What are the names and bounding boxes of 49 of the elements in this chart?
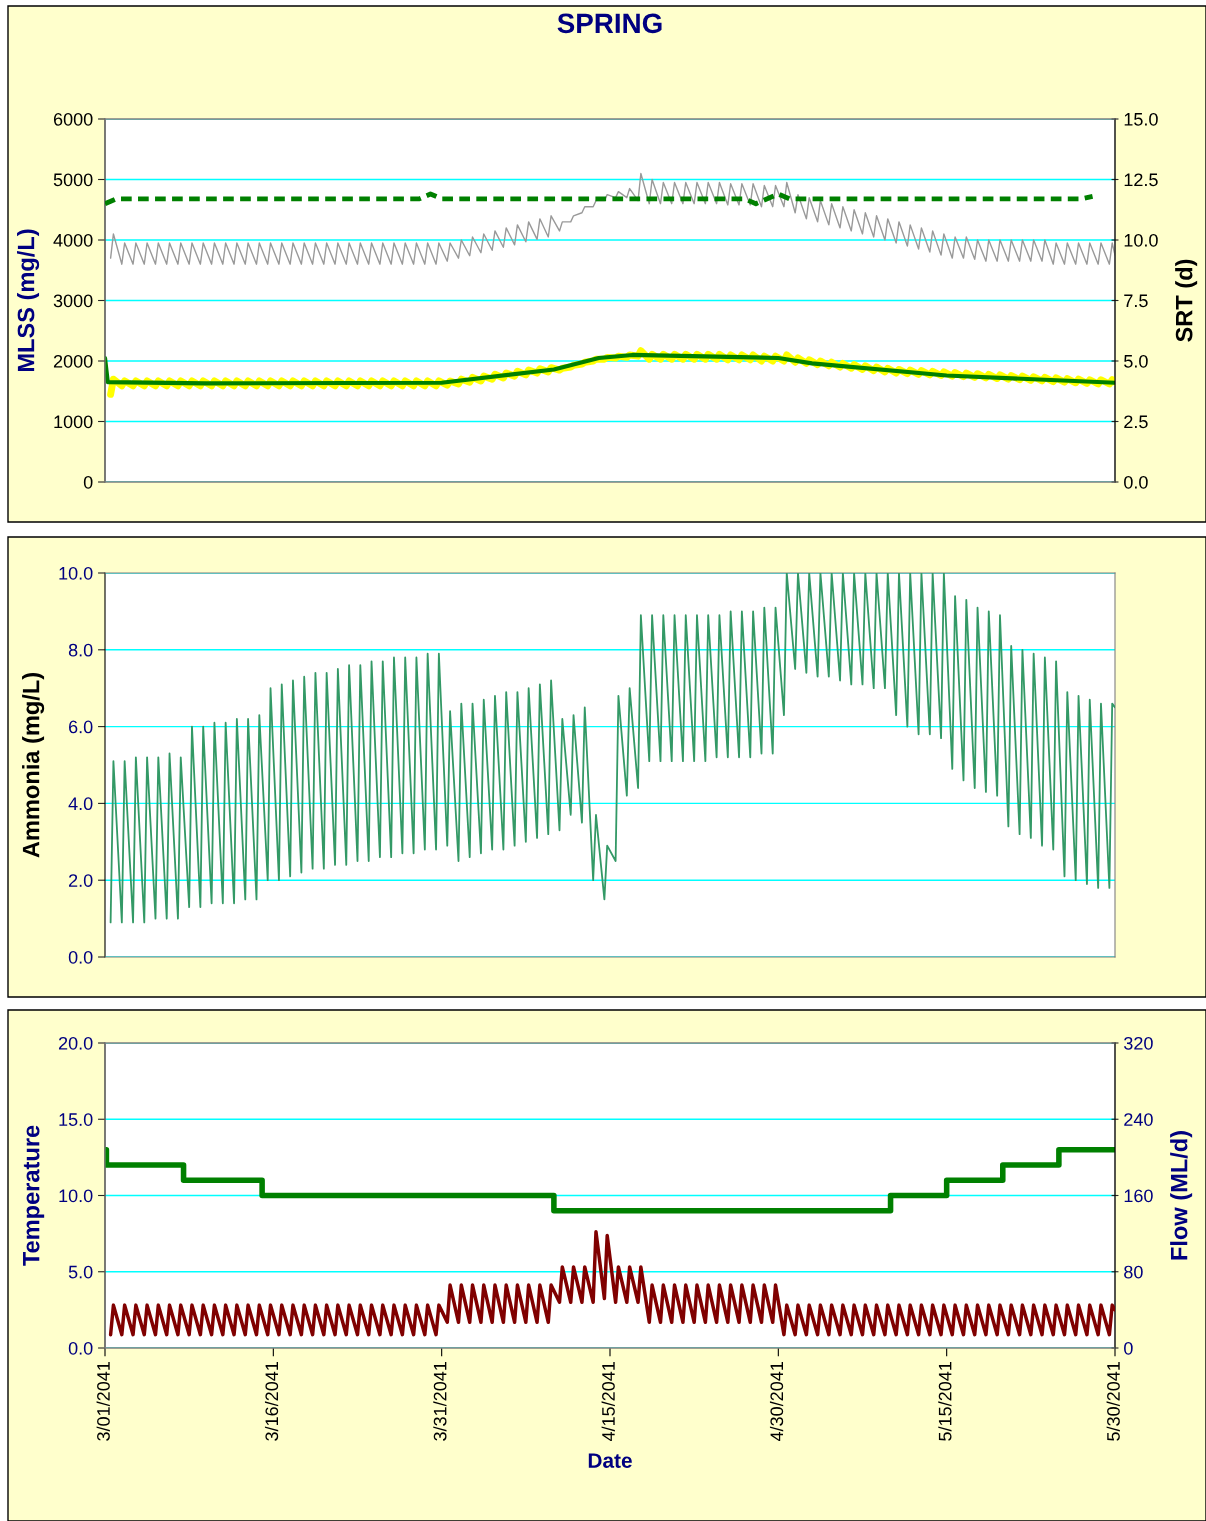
line-series <box>105 352 1115 386</box>
line-series <box>109 573 1115 924</box>
y-tick-label: 0.0 <box>68 1341 93 1355</box>
y-tick-label: 0.0 <box>68 950 93 964</box>
y-tick-label: 5.0 <box>68 1265 93 1279</box>
y-tick-label: 3000 <box>53 294 93 308</box>
y2-tick-label: 2.5 <box>1124 415 1148 429</box>
y2-tick-label: 320 <box>1124 1036 1153 1050</box>
y2-tick-label: 0 <box>1124 1341 1133 1355</box>
y-axis-title: MLSS (mg/L) <box>17 229 40 372</box>
y2-tick-label: 160 <box>1124 1189 1153 1203</box>
x-axis-title: Date <box>588 1453 632 1468</box>
x-tick-label: 3/01/2041 <box>96 1362 110 1441</box>
x-tick-label: 3/31/2041 <box>433 1362 447 1441</box>
y2-tick-label: 0.0 <box>1124 475 1148 489</box>
y-tick-label: 4000 <box>53 233 93 247</box>
y2-tick-label: 240 <box>1124 1113 1153 1126</box>
x-tick-label: 4/30/2041 <box>769 1362 784 1442</box>
y-tick-label: 20.0 <box>58 1036 93 1050</box>
y-tick-label: 6.0 <box>69 720 93 734</box>
y-tick-label: 8.0 <box>68 643 93 657</box>
y-tick-label: 1000 <box>54 415 93 429</box>
y2-tick-label: 12.5 <box>1124 173 1158 187</box>
y-axis-title: Ammonia (mg/L) <box>22 673 45 858</box>
y2-tick-label: 15.0 <box>1124 112 1158 126</box>
y2-tick-label: 7.5 <box>1124 294 1148 308</box>
x-tick-label: 4/15/2041 <box>601 1362 615 1442</box>
y-tick-label: 10.0 <box>59 566 93 580</box>
chart-title: SPRING <box>557 13 662 34</box>
line-series <box>108 1229 1115 1337</box>
y-tick-label: 15.0 <box>59 1113 93 1126</box>
y2-tick-label: 80 <box>1124 1265 1143 1279</box>
x-tick-label: 5/30/2041 <box>1106 1362 1120 1441</box>
y2-axis-title: SRT (d) <box>1175 259 1198 342</box>
line-series <box>105 191 1095 207</box>
x-tick-label: 3/16/2041 <box>264 1362 279 1441</box>
x-tick-label: 5/15/2041 <box>938 1362 952 1441</box>
y-tick-label: 6000 <box>53 112 93 126</box>
y-tick-label: 4.0 <box>68 797 93 811</box>
y2-axis-title: Flow (ML/d) <box>1170 1131 1193 1260</box>
y-tick-label: 2.0 <box>69 874 93 887</box>
y-axis-title: Temperature <box>23 1125 45 1266</box>
y-tick-label: 0 <box>83 475 93 489</box>
y-tick-label: 10.0 <box>59 1189 93 1203</box>
y2-tick-label: 5.0 <box>1124 354 1148 368</box>
line-series <box>109 172 1115 265</box>
y-tick-label: 2000 <box>53 354 93 368</box>
y2-tick-label: 10.0 <box>1124 233 1158 247</box>
y-tick-label: 5000 <box>53 173 93 187</box>
